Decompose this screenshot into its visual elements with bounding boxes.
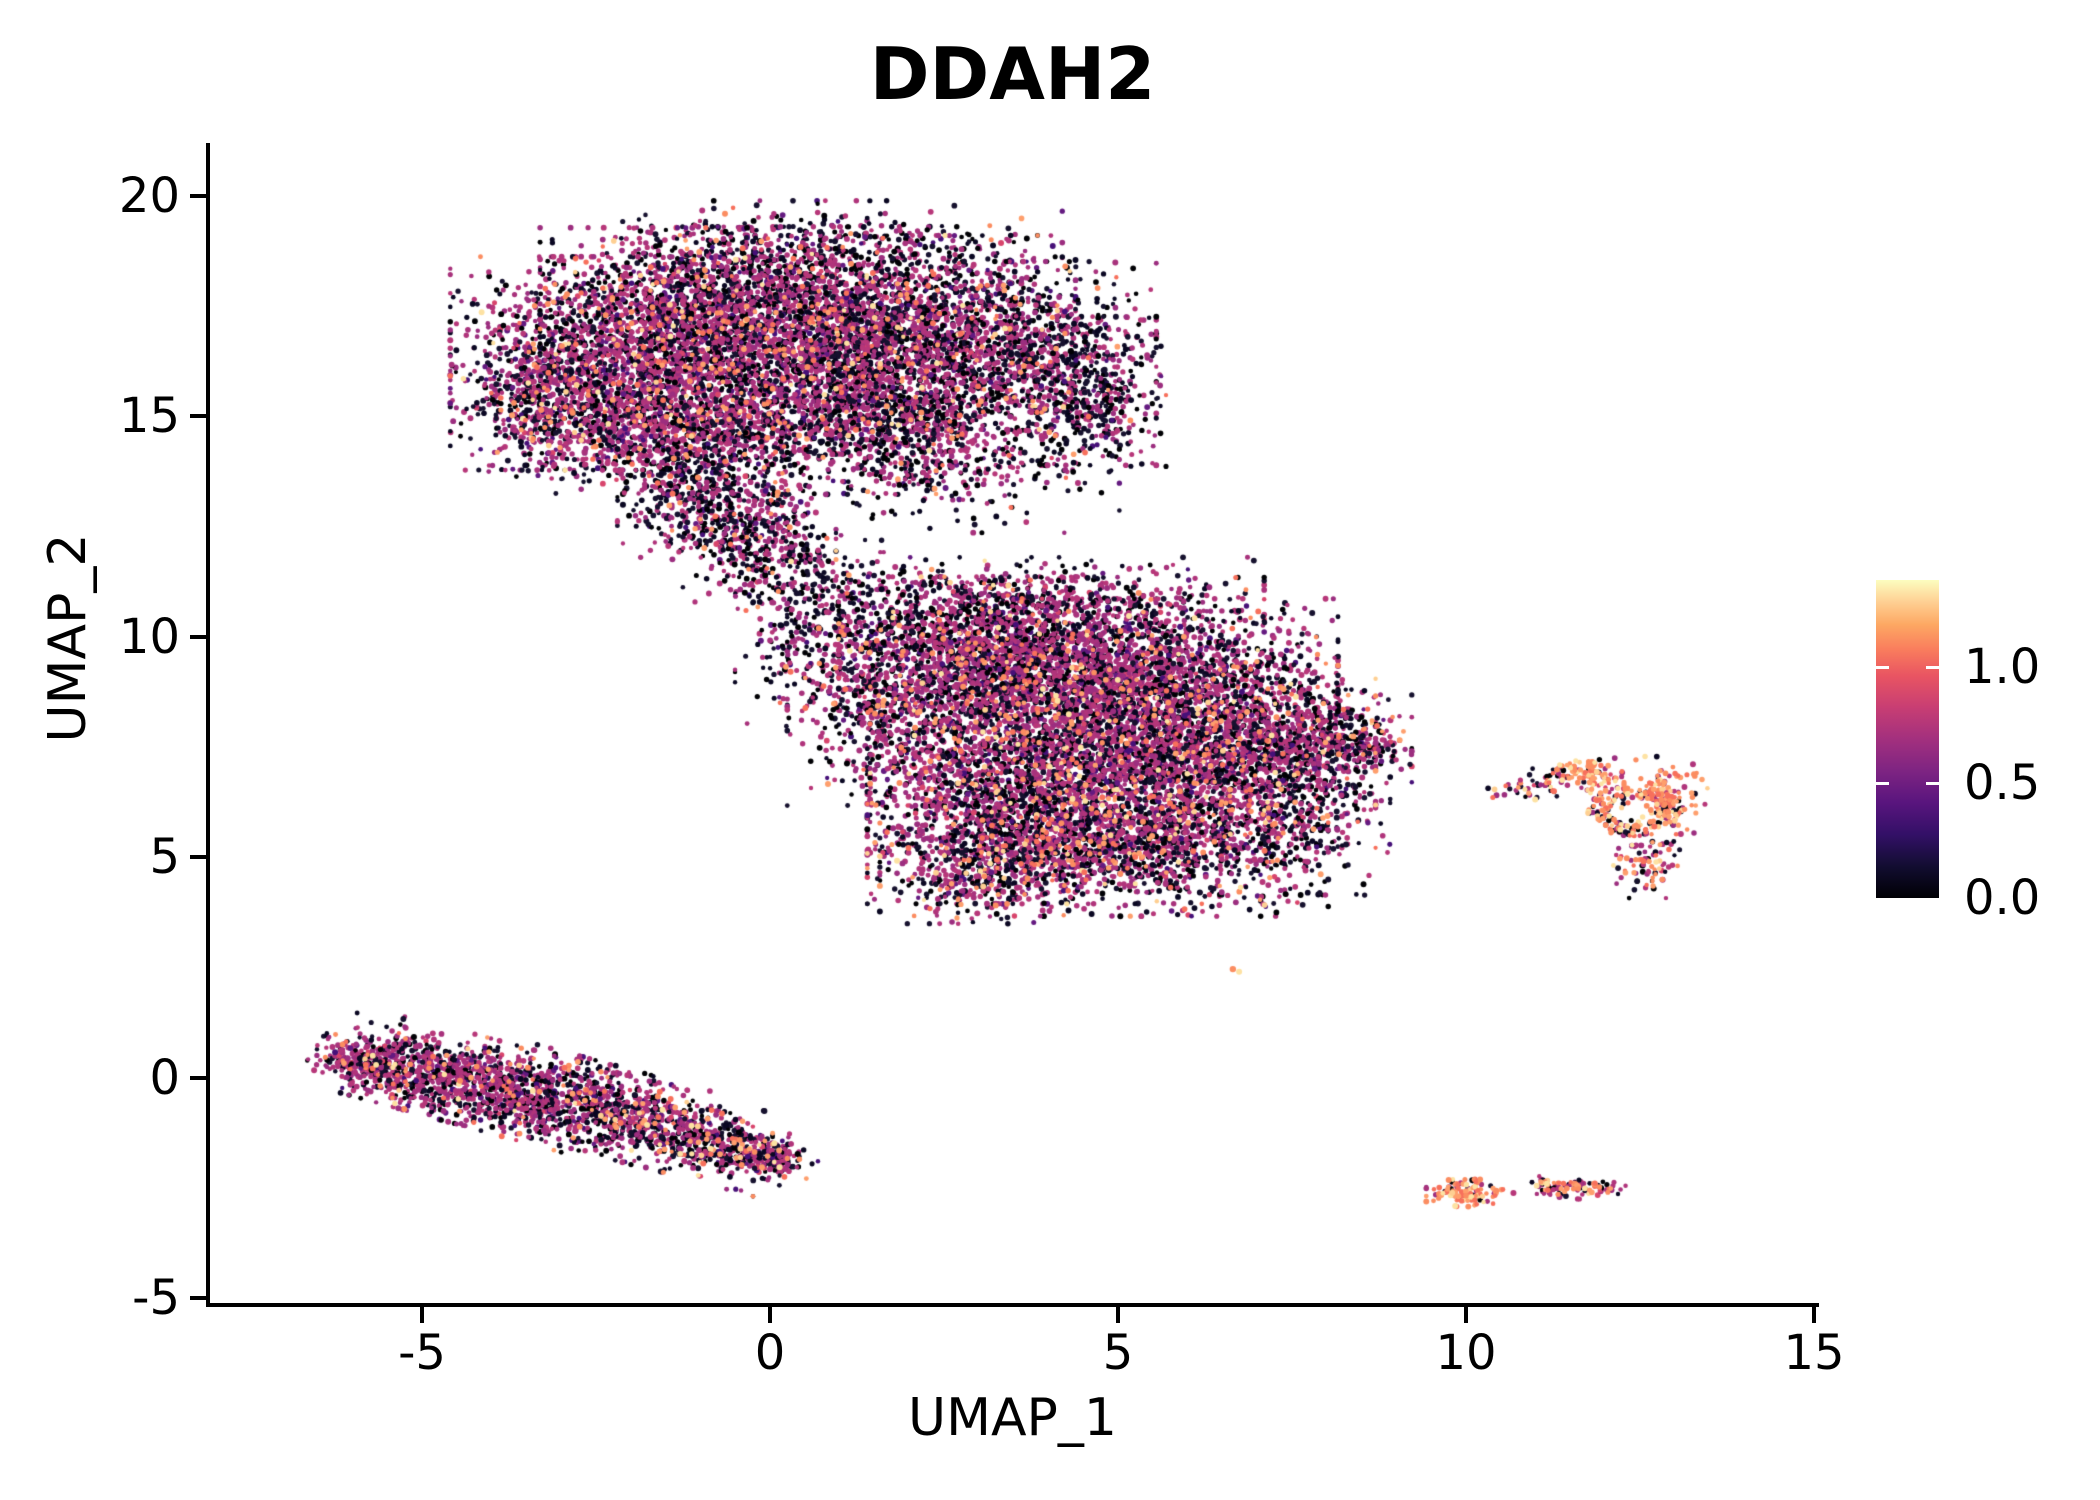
x-axis-title: UMAP_1 [908, 1388, 1117, 1448]
y-tick-m5 [190, 1296, 206, 1300]
colorbar-label-0.5: 0.5 [1964, 755, 2041, 811]
x-tick-label: -5 [398, 1325, 446, 1381]
colorbar-label-0.0: 0.0 [1964, 870, 2041, 926]
y-tick-label: 20 [118, 168, 180, 224]
colorbar-label-1.0: 1.0 [1964, 639, 2041, 695]
expression-colorbar [1876, 580, 1939, 898]
plot-title: DDAH2 [869, 32, 1156, 116]
y-axis-title: UMAP_2 [38, 533, 98, 743]
x-tick-0 [768, 1307, 772, 1323]
x-tick-10 [1464, 1307, 1468, 1323]
y-tick-0 [190, 1076, 206, 1080]
y-tick-5 [190, 855, 206, 859]
y-tick-20 [190, 194, 206, 198]
colorbar-tick-0.5-left [1876, 782, 1889, 785]
x-axis-line [206, 1303, 1819, 1307]
y-tick-10 [190, 635, 206, 639]
y-tick-label: -5 [132, 1270, 180, 1326]
x-tick-label: 15 [1783, 1325, 1845, 1381]
x-tick-5 [1116, 1307, 1120, 1323]
x-tick-m5 [420, 1307, 424, 1323]
x-tick-label: 0 [754, 1325, 786, 1381]
x-tick-label: 10 [1435, 1325, 1497, 1381]
colorbar-tick-0.5-right [1926, 782, 1939, 785]
y-tick-15 [190, 414, 206, 418]
y-tick-label: 10 [118, 609, 180, 665]
y-axis-line [206, 143, 210, 1306]
colorbar-tick-1.0-left [1876, 666, 1889, 669]
y-tick-label: 5 [149, 829, 180, 885]
x-tick-label: 5 [1102, 1325, 1134, 1381]
y-tick-label: 15 [118, 388, 180, 444]
x-tick-15 [1812, 1307, 1816, 1323]
colorbar-tick-1.0-right [1926, 666, 1939, 669]
y-tick-label: 0 [149, 1050, 180, 1106]
